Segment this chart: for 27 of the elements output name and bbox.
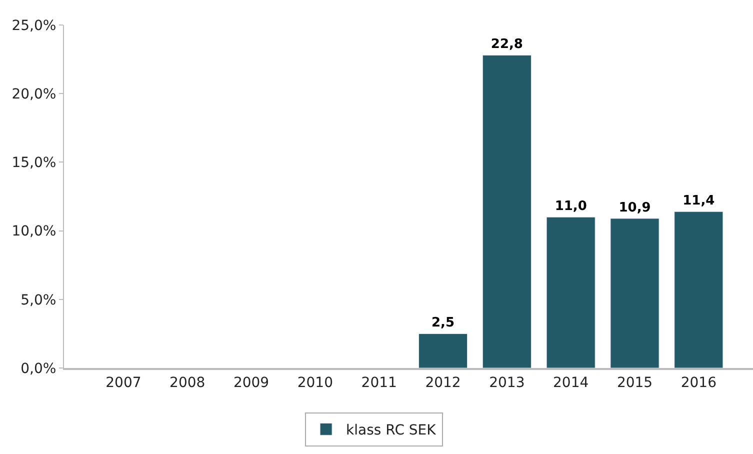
data-label: 10,9 <box>618 200 651 216</box>
bar <box>482 54 532 368</box>
data-label: 22,8 <box>490 37 523 52</box>
bar <box>418 333 468 368</box>
data-label: 2,5 <box>432 316 455 331</box>
x-tick-label: 2014 <box>553 374 589 391</box>
y-tick-label: 25,0% <box>12 18 56 34</box>
legend-label: klass RC SEK <box>346 422 437 439</box>
bar <box>546 216 596 368</box>
x-tick-label: 2007 <box>106 374 142 391</box>
x-tick-label: 2012 <box>425 374 461 391</box>
data-label: 11,4 <box>682 194 715 209</box>
x-tick-label: 2008 <box>170 374 206 391</box>
x-tick-label: 2010 <box>297 374 333 391</box>
x-tick-label: 2013 <box>489 374 525 391</box>
bar <box>610 218 660 368</box>
x-tick-label: 2016 <box>680 374 717 391</box>
y-tick-label: 20,0% <box>12 86 56 102</box>
y-tick-label: 5,0% <box>20 292 56 308</box>
x-tick-label: 2009 <box>233 374 270 391</box>
y-tick-label: 10,0% <box>12 224 56 240</box>
bar <box>674 211 724 368</box>
x-tick-label: 2015 <box>616 374 653 391</box>
y-tick-label: 0,0% <box>20 360 56 377</box>
data-label: 11,0 <box>554 199 587 214</box>
x-tick-label: 2011 <box>361 374 397 391</box>
y-tick-label: 15,0% <box>12 155 56 172</box>
